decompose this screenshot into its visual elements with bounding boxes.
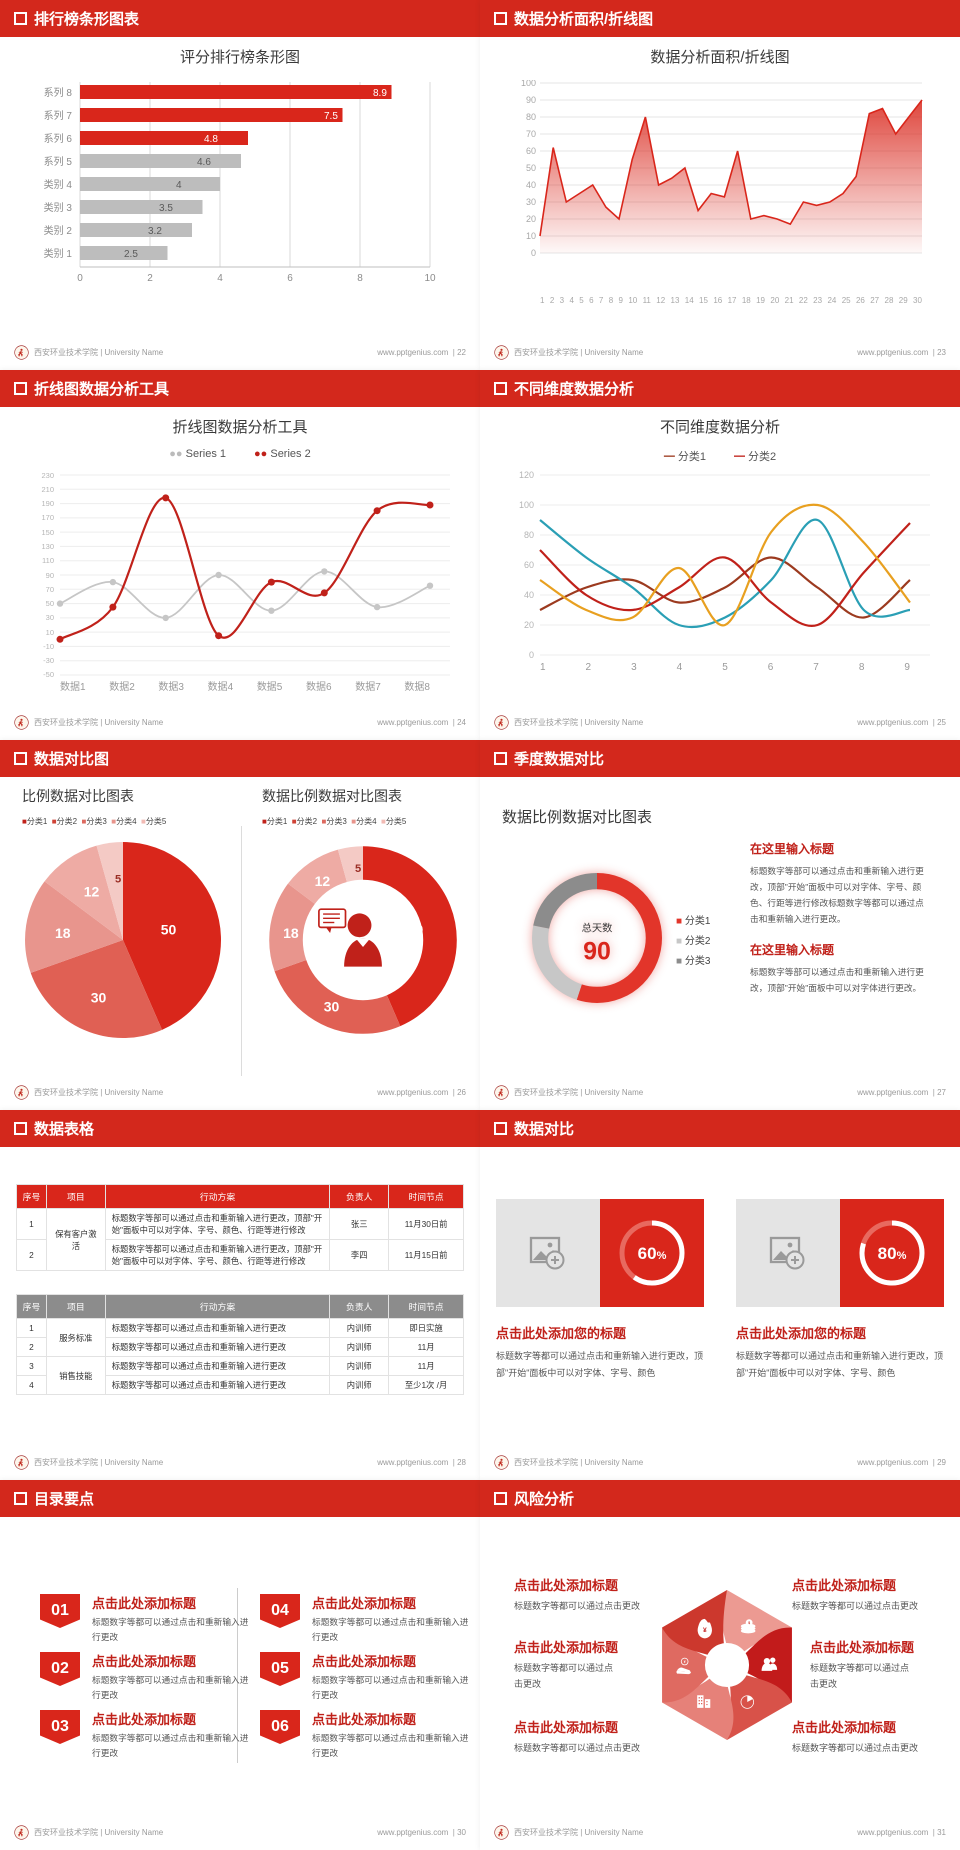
svg-text:60: 60 [524, 560, 534, 570]
svg-text:10: 10 [46, 628, 54, 637]
svg-text:30: 30 [526, 197, 536, 207]
svg-text:2: 2 [147, 273, 153, 284]
svg-text:18: 18 [283, 925, 299, 941]
svg-text:5: 5 [115, 874, 121, 886]
svg-text:30: 30 [324, 998, 340, 1014]
svg-text:80: 80 [524, 530, 534, 540]
svg-text:类别 4: 类别 4 [44, 178, 73, 191]
svg-text:类别 3: 类别 3 [44, 201, 73, 214]
svg-text:70: 70 [526, 129, 536, 139]
svg-text:¥: ¥ [684, 1660, 686, 1664]
svg-text:$: $ [748, 1621, 750, 1625]
svg-text:90: 90 [583, 938, 611, 966]
svg-text:¥: ¥ [703, 1627, 707, 1634]
svg-text:18: 18 [55, 925, 71, 941]
svg-text:110: 110 [42, 556, 54, 565]
svg-text:4.6: 4.6 [197, 157, 211, 168]
svg-text:40: 40 [526, 180, 536, 190]
svg-text:系列 7: 系列 7 [44, 109, 73, 122]
svg-text:4: 4 [176, 180, 182, 191]
svg-text:120: 120 [519, 470, 534, 480]
svg-text:20: 20 [526, 214, 536, 224]
svg-text:12: 12 [315, 873, 331, 889]
svg-text:150: 150 [41, 528, 54, 537]
svg-text:50: 50 [46, 599, 54, 608]
svg-text:80: 80 [526, 112, 536, 122]
svg-text:系列 5: 系列 5 [44, 155, 73, 168]
svg-text:80%: 80% [878, 1244, 907, 1263]
svg-text:5: 5 [355, 863, 361, 875]
svg-text:2.5: 2.5 [124, 249, 138, 260]
svg-text:3.2: 3.2 [148, 226, 162, 237]
svg-text:90: 90 [46, 571, 54, 580]
svg-text:6: 6 [287, 273, 293, 284]
svg-text:类别 1: 类别 1 [44, 247, 73, 260]
svg-text:40: 40 [524, 590, 534, 600]
svg-text:-50: -50 [43, 670, 54, 679]
svg-text:230: 230 [41, 471, 54, 480]
svg-text:4: 4 [217, 273, 223, 284]
svg-text:50: 50 [161, 921, 177, 937]
svg-text:10: 10 [526, 231, 536, 241]
svg-text:70: 70 [46, 585, 54, 594]
svg-text:190: 190 [41, 499, 54, 508]
svg-text:30: 30 [91, 989, 107, 1005]
svg-text:系列 6: 系列 6 [44, 132, 73, 145]
svg-text:-10: -10 [43, 642, 54, 651]
svg-text:8.9: 8.9 [373, 88, 387, 99]
svg-text:60%: 60% [638, 1244, 667, 1263]
svg-text:0: 0 [77, 273, 83, 284]
svg-text:50: 50 [526, 163, 536, 173]
svg-text:100: 100 [519, 500, 534, 510]
svg-text:12: 12 [84, 884, 100, 900]
svg-text:30: 30 [46, 613, 54, 622]
svg-text:10: 10 [424, 273, 436, 284]
svg-text:130: 130 [41, 542, 54, 551]
svg-text:类别 2: 类别 2 [44, 224, 73, 237]
svg-text:7.5: 7.5 [324, 111, 338, 122]
svg-text:210: 210 [41, 485, 54, 494]
svg-text:90: 90 [526, 95, 536, 105]
svg-text:60: 60 [526, 146, 536, 156]
svg-text:20: 20 [524, 620, 534, 630]
svg-text:0: 0 [529, 650, 534, 660]
svg-text:3.5: 3.5 [159, 203, 173, 214]
svg-text:8: 8 [357, 273, 363, 284]
svg-text:-30: -30 [43, 656, 54, 665]
svg-text:总天数: 总天数 [582, 922, 613, 935]
svg-text:系列 8: 系列 8 [44, 86, 73, 99]
svg-text:4.8: 4.8 [204, 134, 218, 145]
svg-text:0: 0 [531, 248, 536, 258]
svg-text:100: 100 [521, 80, 536, 88]
svg-text:170: 170 [41, 513, 54, 522]
